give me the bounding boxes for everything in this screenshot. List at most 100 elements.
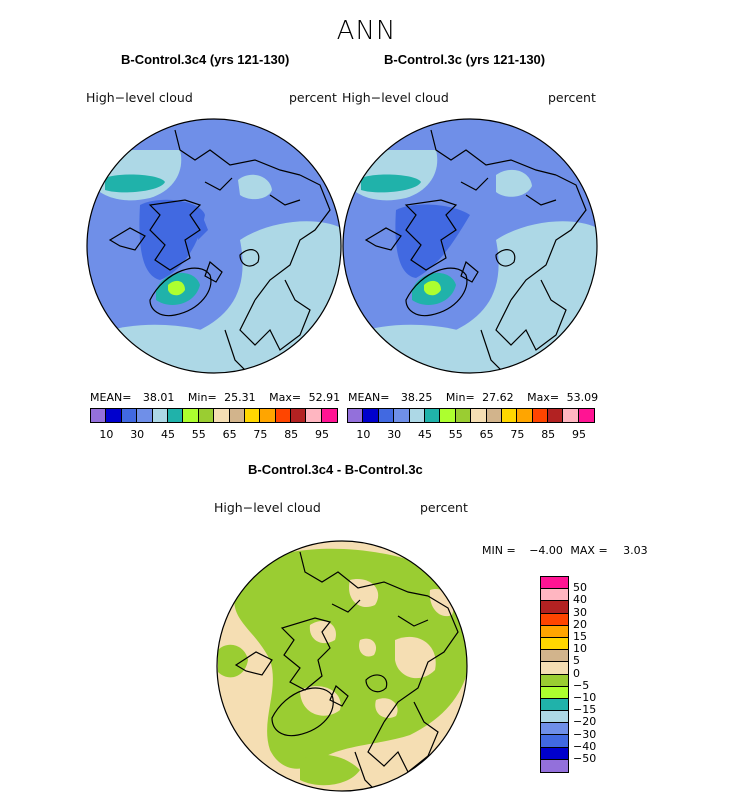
difference-colorbar-swatch (541, 759, 568, 772)
difference-variable-label: High−level cloud (214, 500, 321, 515)
right-min-value: 27.62 (482, 391, 514, 404)
right-colorbar-tick-label: 85 (541, 428, 556, 441)
difference-colorbar-tick-label: 40 (573, 593, 587, 607)
left-mean-value: 38.01 (142, 391, 175, 404)
figure-title: ANN (336, 16, 397, 46)
left-colorbar-tick-label: 85 (284, 428, 299, 441)
difference-colorbar-tick-label: 30 (573, 605, 587, 619)
left-colorbar-tick-label: 55 (191, 428, 206, 441)
right-colorbar-swatch (501, 409, 518, 422)
difference-min-label: MIN = (482, 544, 516, 557)
left-polar-map (86, 118, 342, 374)
right-mean-value: 38.25 (400, 391, 433, 404)
left-colorbar-swatch (275, 409, 292, 422)
difference-colorbar-swatch (541, 625, 568, 638)
left-colorbar-tick-label: 30 (130, 428, 145, 441)
left-colorbar-swatch (321, 409, 338, 422)
right-colorbar-swatch (486, 409, 502, 422)
difference-stats: MIN = −4.00 MAX = 3.03 (482, 544, 648, 557)
left-colorbar-ticks: 10 30 45 55 65 75 85 95 (90, 428, 340, 442)
difference-colorbar-tick-label: 0 (573, 666, 580, 680)
difference-colorbar-swatch (541, 686, 568, 699)
right-units-label: percent (548, 90, 596, 105)
left-colorbar-swatch (167, 409, 184, 422)
right-colorbar-swatch (517, 409, 533, 422)
difference-colorbar-tick-label: 5 (573, 654, 580, 668)
left-colorbar-swatch (291, 409, 307, 422)
right-colorbar-swatch (440, 409, 456, 422)
left-colorbar (90, 408, 339, 423)
right-max-value: 53.09 (566, 391, 599, 404)
left-stats: MEAN= 38.01 Min= 25.31 Max= 52.91 (90, 391, 340, 404)
left-colorbar-swatch (183, 409, 199, 422)
left-colorbar-tick-label: 95 (315, 428, 329, 441)
right-colorbar-tick-label: 45 (418, 428, 432, 441)
left-min-label: Min= (187, 391, 217, 404)
right-colorbar (347, 408, 596, 423)
difference-colorbar-swatch (541, 723, 568, 736)
right-stats: MEAN= 38.25 Min= 27.62 Max= 53.09 (348, 391, 598, 404)
right-colorbar-swatch (363, 409, 379, 422)
right-colorbar-swatch (455, 409, 472, 422)
right-colorbar-tick-label: 65 (479, 428, 494, 441)
left-variable-label: High−level cloud (86, 90, 193, 105)
difference-polar-map (216, 540, 468, 792)
left-colorbar-tick-label: 10 (99, 428, 114, 441)
right-colorbar-swatch (563, 409, 579, 422)
right-colorbar-tick-label: 10 (356, 428, 371, 441)
right-colorbar-tick-label: 55 (448, 428, 463, 441)
right-colorbar-swatch (471, 409, 487, 422)
left-max-value: 52.91 (308, 391, 341, 404)
difference-colorbar-swatch (541, 735, 568, 748)
left-colorbar-tick-label: 65 (222, 428, 237, 441)
right-max-label: Max= (527, 391, 560, 404)
difference-colorbar-swatch (541, 674, 568, 687)
left-min-value: 25.31 (224, 391, 256, 404)
difference-colorbar-tick-label: 15 (573, 630, 587, 643)
right-case-title: B-Control.3c (yrs 121-130) (384, 52, 546, 67)
right-colorbar-tick-label: 30 (387, 428, 402, 441)
right-colorbar-swatch (548, 409, 564, 422)
left-colorbar-swatch (260, 409, 276, 422)
left-colorbar-swatch (152, 409, 168, 422)
difference-colorbar-swatch (541, 589, 568, 602)
difference-colorbar-tick-label: −30 (573, 727, 597, 741)
left-colorbar-swatch (137, 409, 153, 422)
difference-colorbar-swatch (541, 577, 568, 590)
difference-colorbar (540, 576, 569, 773)
difference-colorbar-tick-label: 50 (573, 581, 587, 595)
right-colorbar-swatch (578, 409, 595, 422)
right-colorbar-ticks: 10 30 45 55 65 75 85 95 (347, 428, 597, 442)
difference-units-label: percent (420, 500, 468, 515)
right-min-label: Min= (445, 391, 475, 404)
difference-max-value: 3.03 (623, 544, 648, 557)
right-colorbar-swatch (394, 409, 410, 422)
difference-colorbar-tick-label: 10 (573, 642, 587, 656)
difference-colorbar-tick-label: −10 (573, 691, 597, 704)
left-colorbar-swatch (229, 409, 245, 422)
difference-colorbar-tick-label: −50 (573, 752, 597, 765)
right-colorbar-swatch (378, 409, 395, 422)
difference-title: B-Control.3c4 - B-Control.3c (248, 462, 423, 477)
left-colorbar-swatch (91, 409, 107, 422)
difference-colorbar-swatch (541, 601, 568, 614)
right-colorbar-tick-label: 95 (572, 428, 586, 441)
left-colorbar-tick-label: 75 (253, 428, 268, 441)
left-colorbar-swatch (106, 409, 122, 422)
difference-colorbar-swatch (541, 613, 568, 626)
right-mean-label: MEAN= (348, 391, 390, 404)
right-colorbar-swatch (409, 409, 425, 422)
difference-colorbar-swatch (541, 747, 568, 760)
difference-colorbar-tick-label: −15 (573, 703, 597, 717)
left-mean-label: MEAN= (90, 391, 132, 404)
right-colorbar-swatch (348, 409, 364, 422)
left-colorbar-tick-label: 45 (161, 428, 175, 441)
left-colorbar-swatch (306, 409, 322, 422)
right-colorbar-swatch (424, 409, 441, 422)
difference-colorbar-tick-label: −40 (573, 739, 597, 753)
right-colorbar-tick-label: 75 (510, 428, 525, 441)
difference-colorbar-swatch (541, 662, 568, 675)
left-colorbar-swatch (244, 409, 261, 422)
difference-colorbar-tick-label: −20 (573, 715, 597, 729)
left-units-label: percent (289, 90, 337, 105)
